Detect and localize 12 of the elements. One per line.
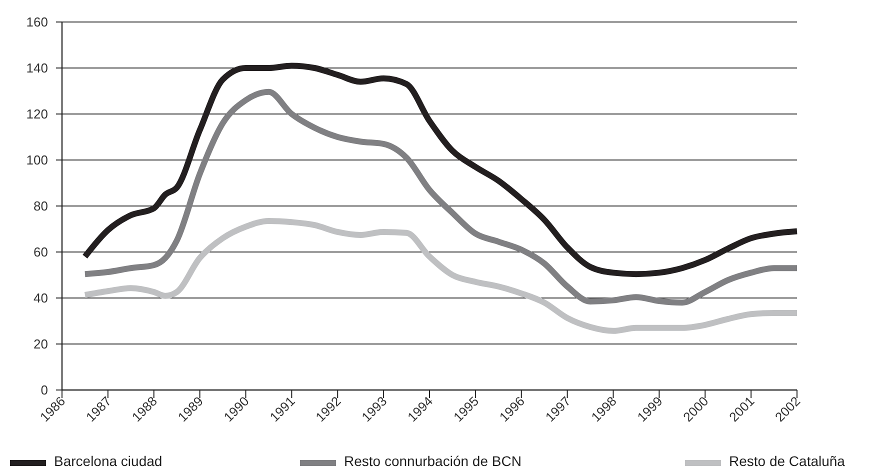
- y-tick-label: 160: [26, 14, 48, 30]
- y-tick-label: 0: [40, 382, 48, 398]
- y-tick-label: 140: [26, 60, 48, 76]
- y-tick-label: 60: [34, 244, 48, 260]
- y-tick-label: 20: [34, 336, 48, 352]
- y-tick-label: 80: [34, 198, 48, 214]
- y-tick-label: 100: [26, 152, 48, 168]
- legend-label: Resto connurbación de BCN: [344, 452, 522, 469]
- legend-label: Resto de Cataluña: [729, 452, 846, 469]
- y-tick-label: 120: [26, 106, 48, 122]
- y-tick-label: 40: [34, 290, 48, 306]
- legend-label: Barcelona ciudad: [54, 452, 162, 469]
